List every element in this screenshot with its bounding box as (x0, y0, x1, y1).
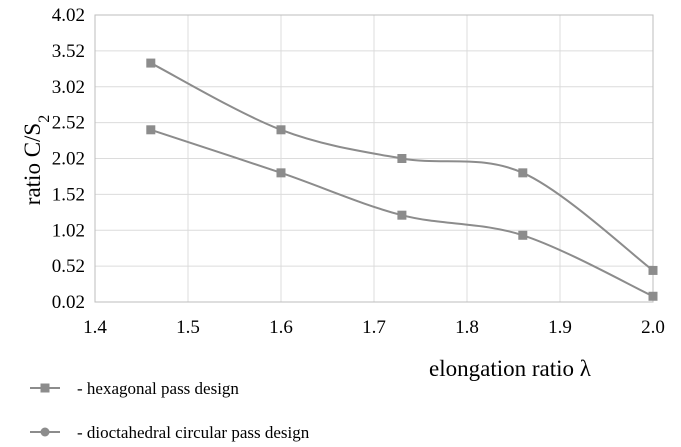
legend-label: - dioctahedral circular pass design (77, 423, 310, 442)
x-tick-label: 1.6 (269, 317, 293, 338)
x-axis-label: elongation ratio λ (429, 356, 592, 381)
y-tick-label: 4.02 (52, 5, 85, 26)
y-tick-label: 1.52 (52, 184, 85, 205)
x-tick-label: 1.8 (455, 317, 479, 338)
data-point (276, 168, 286, 178)
y-axis-label-subscript: 2 (36, 115, 53, 123)
data-point (276, 125, 286, 135)
x-tick-label: 1.5 (176, 317, 200, 338)
y-tick-label: 2.02 (52, 149, 85, 170)
grid-lines (94, 14, 654, 303)
legend: - hexagonal pass design - dioctahedral ci… (30, 379, 310, 442)
legend-label: - hexagonal pass design (77, 379, 239, 398)
series-line-1 (150, 62, 654, 272)
x-axis-ticks: 1.4 1.5 1.6 1.7 1.8 1.9 2.0 (83, 317, 665, 338)
y-tick-label: 3.52 (52, 41, 85, 62)
series-lines (146, 58, 658, 301)
y-tick-label: 1.02 (52, 220, 85, 241)
y-axis-label: ratio C/S2 (20, 115, 53, 205)
y-tick-label: 0.02 (52, 292, 85, 313)
data-point (397, 210, 407, 220)
data-point (648, 291, 658, 301)
x-tick-label: 2.0 (641, 317, 665, 338)
data-point (397, 154, 407, 163)
y-tick-label: 3.02 (52, 77, 85, 98)
y-tick-label: 2.52 (52, 113, 85, 134)
y-tick-label: 0.52 (52, 256, 85, 277)
legend-marker-square (40, 383, 50, 393)
data-point (146, 125, 156, 135)
legend-marker-circle (40, 427, 50, 437)
y-axis-ticks: 0.02 0.52 1.02 1.52 2.02 2.52 3.02 3.52 4.02 (52, 5, 85, 313)
plot-frame (94, 14, 654, 303)
x-tick-label: 1.9 (548, 317, 572, 338)
data-point (648, 265, 658, 275)
data-point (146, 58, 156, 68)
data-point (518, 168, 528, 178)
data-point (518, 230, 528, 240)
x-tick-label: 1.4 (83, 317, 107, 338)
x-tick-label: 1.7 (362, 317, 386, 338)
